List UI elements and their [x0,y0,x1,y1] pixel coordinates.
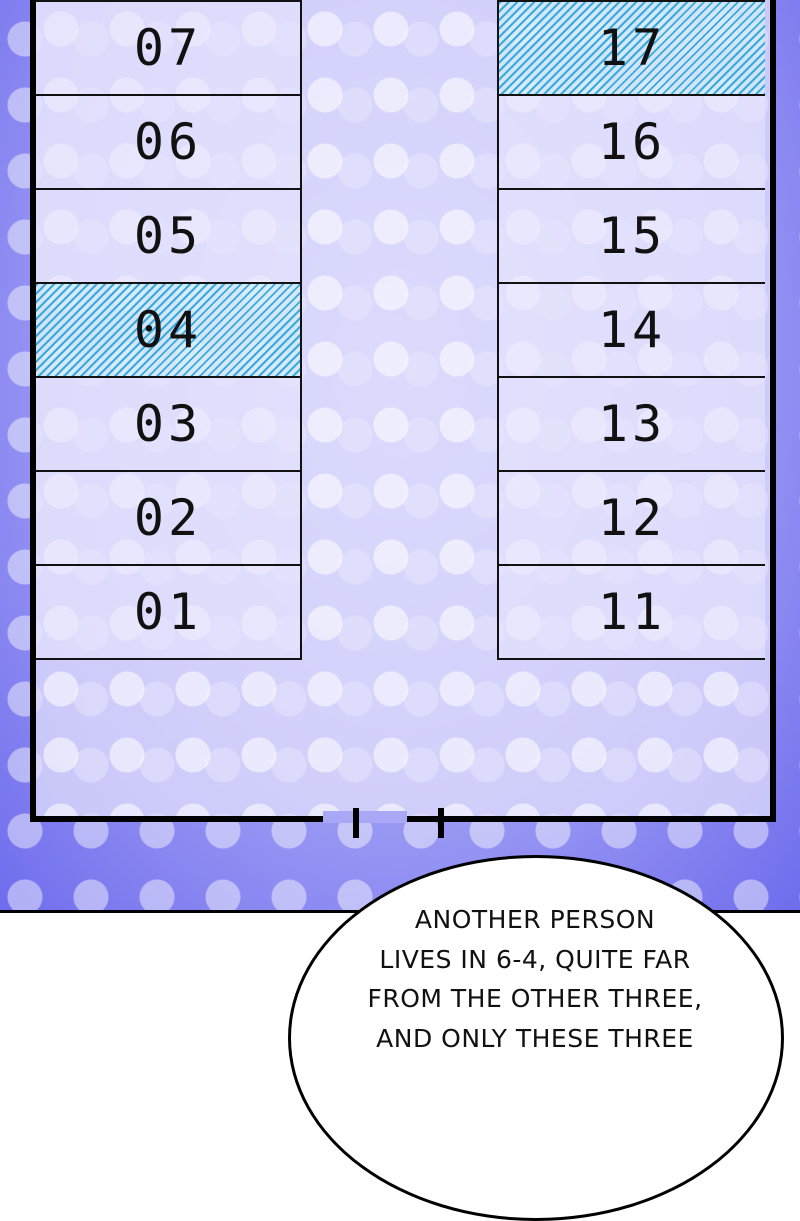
room-11: 11 [497,566,765,660]
bubble-line: ANOTHER PERSON [414,905,656,934]
room-number: 14 [597,301,667,359]
room-12: 12 [497,472,765,566]
room-05: 05 [36,190,302,284]
room-16: 16 [497,96,765,190]
room-number: 03 [133,395,203,453]
room-17: 17 [497,0,765,96]
room-number: 17 [597,19,667,77]
bubble-line: FROM THE OTHER THREE, [367,984,703,1013]
room-number: 05 [133,207,203,265]
right-room-column: 17 16 15 14 13 12 11 [497,0,765,660]
speech-bubble-text: ANOTHER PERSON LIVES IN 6-4, QUITE FAR F… [300,900,770,1058]
room-07: 07 [36,0,302,96]
bubble-line: LIVES IN 6-4, QUITE FAR [379,944,691,974]
comic-panel: 07 06 05 04 03 02 01 17 16 15 14 13 12 11 [0,0,800,913]
bubble-line: AND ONLY THESE THREE [376,1023,694,1053]
room-02: 02 [36,472,302,566]
room-number: 16 [597,113,667,171]
room-06: 06 [36,96,302,190]
room-15: 15 [497,190,765,284]
floor-plan: 07 06 05 04 03 02 01 17 16 15 14 13 12 11 [30,0,776,822]
room-number: 02 [133,489,203,547]
left-room-column: 07 06 05 04 03 02 01 [36,0,302,660]
room-number: 13 [597,395,667,453]
room-number: 01 [133,583,203,641]
room-14: 14 [497,284,765,378]
room-number: 15 [597,207,667,265]
room-03: 03 [36,378,302,472]
room-04: 04 [36,284,302,378]
entrance-right-post [438,808,444,838]
room-number: 12 [597,489,667,547]
room-number: 04 [133,301,203,359]
room-number: 11 [597,583,667,641]
entrance-gap [323,811,407,823]
entrance-left-post [353,808,359,838]
room-number: 07 [133,19,203,77]
room-number: 06 [133,113,203,171]
room-13: 13 [497,378,765,472]
room-01: 01 [36,566,302,660]
